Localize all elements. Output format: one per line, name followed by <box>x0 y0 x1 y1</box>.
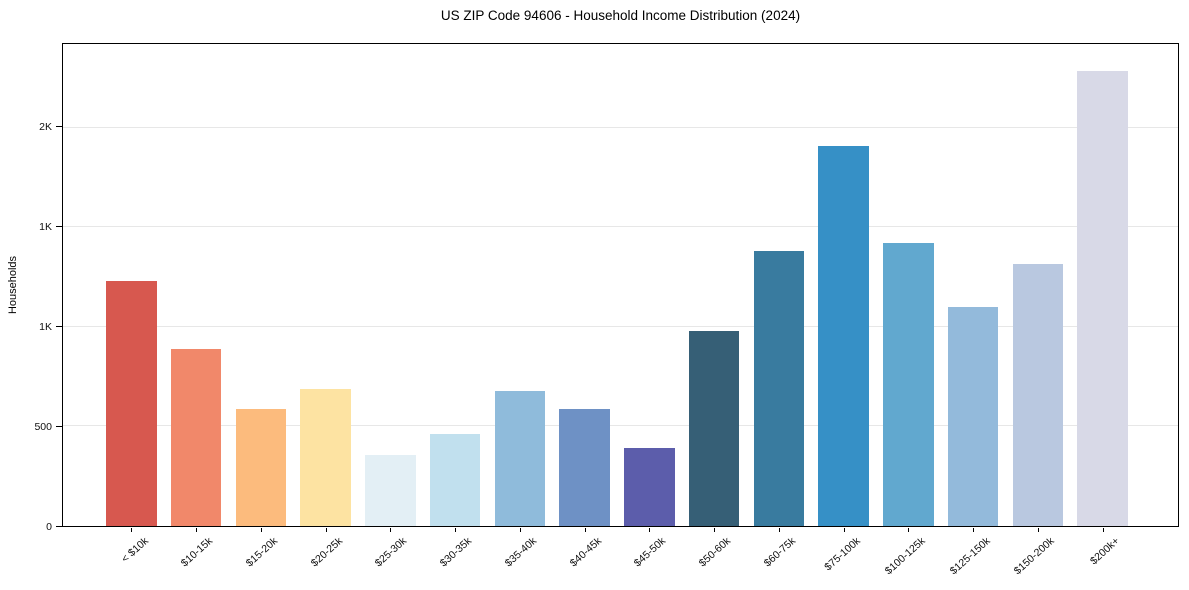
bar-slot: $15-20k <box>229 44 294 569</box>
x-tick-mark <box>325 527 327 532</box>
x-tick-mark <box>584 527 586 532</box>
x-tick-mark <box>649 527 651 532</box>
x-tick-label: $75-100k <box>822 535 863 574</box>
x-tick-mark <box>714 527 716 532</box>
x-tick-label: $15-20k <box>243 535 280 570</box>
y-tick-label: 0 <box>46 521 52 533</box>
y-tick-mark <box>56 126 62 127</box>
bar-$100-125k <box>883 243 934 526</box>
x-tick-label: $10-15k <box>178 535 216 570</box>
bar-$60-75k <box>753 251 805 526</box>
bar-slot: $45-50k <box>617 44 682 569</box>
x-tick-label: $100-125k <box>882 535 928 578</box>
x-tick-label: $40-45k <box>567 535 604 570</box>
gridline <box>63 226 1178 228</box>
x-tick-label: $45-50k <box>632 535 669 570</box>
chart-title: US ZIP Code 94606 - Household Income Dis… <box>440 8 801 23</box>
y-axis: 0 500 1K 1K 2K <box>0 43 62 533</box>
bar-slot: $10-15k <box>164 44 229 569</box>
bar-$50-60k <box>688 330 740 526</box>
y-tick-label: 500 <box>34 421 52 433</box>
bar-slot: $40-45k <box>552 44 617 569</box>
bar-$15-20k <box>235 409 287 526</box>
bar-slot: < $10k <box>99 44 164 565</box>
bar-slot: $125-150k <box>941 44 1006 577</box>
bar-$150-200k <box>1012 264 1064 526</box>
bar-$25-30k <box>365 455 416 526</box>
y-tick-label: 1K <box>39 221 52 233</box>
x-tick-mark <box>455 527 457 532</box>
x-tick-label: $150-200k <box>1011 535 1057 578</box>
bar-slot: $35-40k <box>488 44 553 569</box>
x-tick-mark <box>973 527 975 532</box>
bar-slot: $50-60k <box>682 44 747 569</box>
bar-slot: $25-30k <box>358 44 423 569</box>
bar-slot: $30-35k <box>423 44 488 569</box>
x-tick-label: $125-150k <box>947 535 993 578</box>
x-tick-label: $200k+ <box>1087 535 1122 568</box>
x-tick-label: < $10k <box>118 535 151 566</box>
x-tick-mark <box>1037 527 1039 532</box>
x-tick-label: $30-35k <box>437 535 475 570</box>
y-tick-mark <box>56 326 62 327</box>
bar-$45-50k <box>624 448 675 526</box>
x-tick-mark <box>196 527 198 532</box>
y-tick-mark <box>56 426 62 427</box>
bar-$30-35k <box>429 434 481 526</box>
x-tick-mark <box>260 527 262 532</box>
x-tick-mark <box>778 527 780 532</box>
x-tick-label: $60-75k <box>761 535 798 570</box>
bar-$200k+ <box>1077 70 1128 526</box>
bar-slot: $100-125k <box>876 44 941 577</box>
x-tick-mark <box>131 527 133 532</box>
bar-slot: $60-75k <box>747 44 812 569</box>
x-tick-label: $20-25k <box>308 535 345 570</box>
gridlines <box>63 44 1178 526</box>
y-tick-label: 1K <box>39 321 52 333</box>
y-tick-mark <box>56 226 62 227</box>
plot-area: < $10k $10-15k $15-20k $20-25k $25-30k $30-35… <box>62 43 1179 577</box>
bar-$75-100k <box>818 145 869 526</box>
x-tick-mark <box>390 527 392 532</box>
gridline <box>63 325 1178 327</box>
gridline <box>63 425 1178 427</box>
x-tick-label: $35-40k <box>502 535 539 570</box>
bar-$20-25k <box>300 388 351 526</box>
x-tick-mark <box>1102 527 1104 532</box>
x-tick-label: $50-60k <box>696 535 734 570</box>
gridline <box>63 126 1178 128</box>
bar-$40-45k <box>559 408 610 526</box>
x-tick-mark <box>908 527 910 532</box>
bar-$10-15k <box>170 348 222 526</box>
bar-slot: $75-100k <box>811 44 876 573</box>
bar-slot: $20-25k <box>293 44 358 569</box>
bar-< $10k <box>106 281 157 526</box>
x-tick-mark <box>519 527 521 532</box>
bar-$125-150k <box>947 306 999 526</box>
bar-$35-40k <box>494 390 546 526</box>
x-tick-label: $25-30k <box>373 535 410 570</box>
y-tick-mark <box>56 526 62 527</box>
x-tick-mark <box>843 527 845 532</box>
y-tick-label: 2K <box>39 121 52 133</box>
bar-slot: $150-200k <box>1006 44 1071 577</box>
bar-slot: $200k+ <box>1070 44 1135 567</box>
bars-row: < $10k $10-15k $15-20k $20-25k $25-30k $30-35… <box>63 44 1178 577</box>
